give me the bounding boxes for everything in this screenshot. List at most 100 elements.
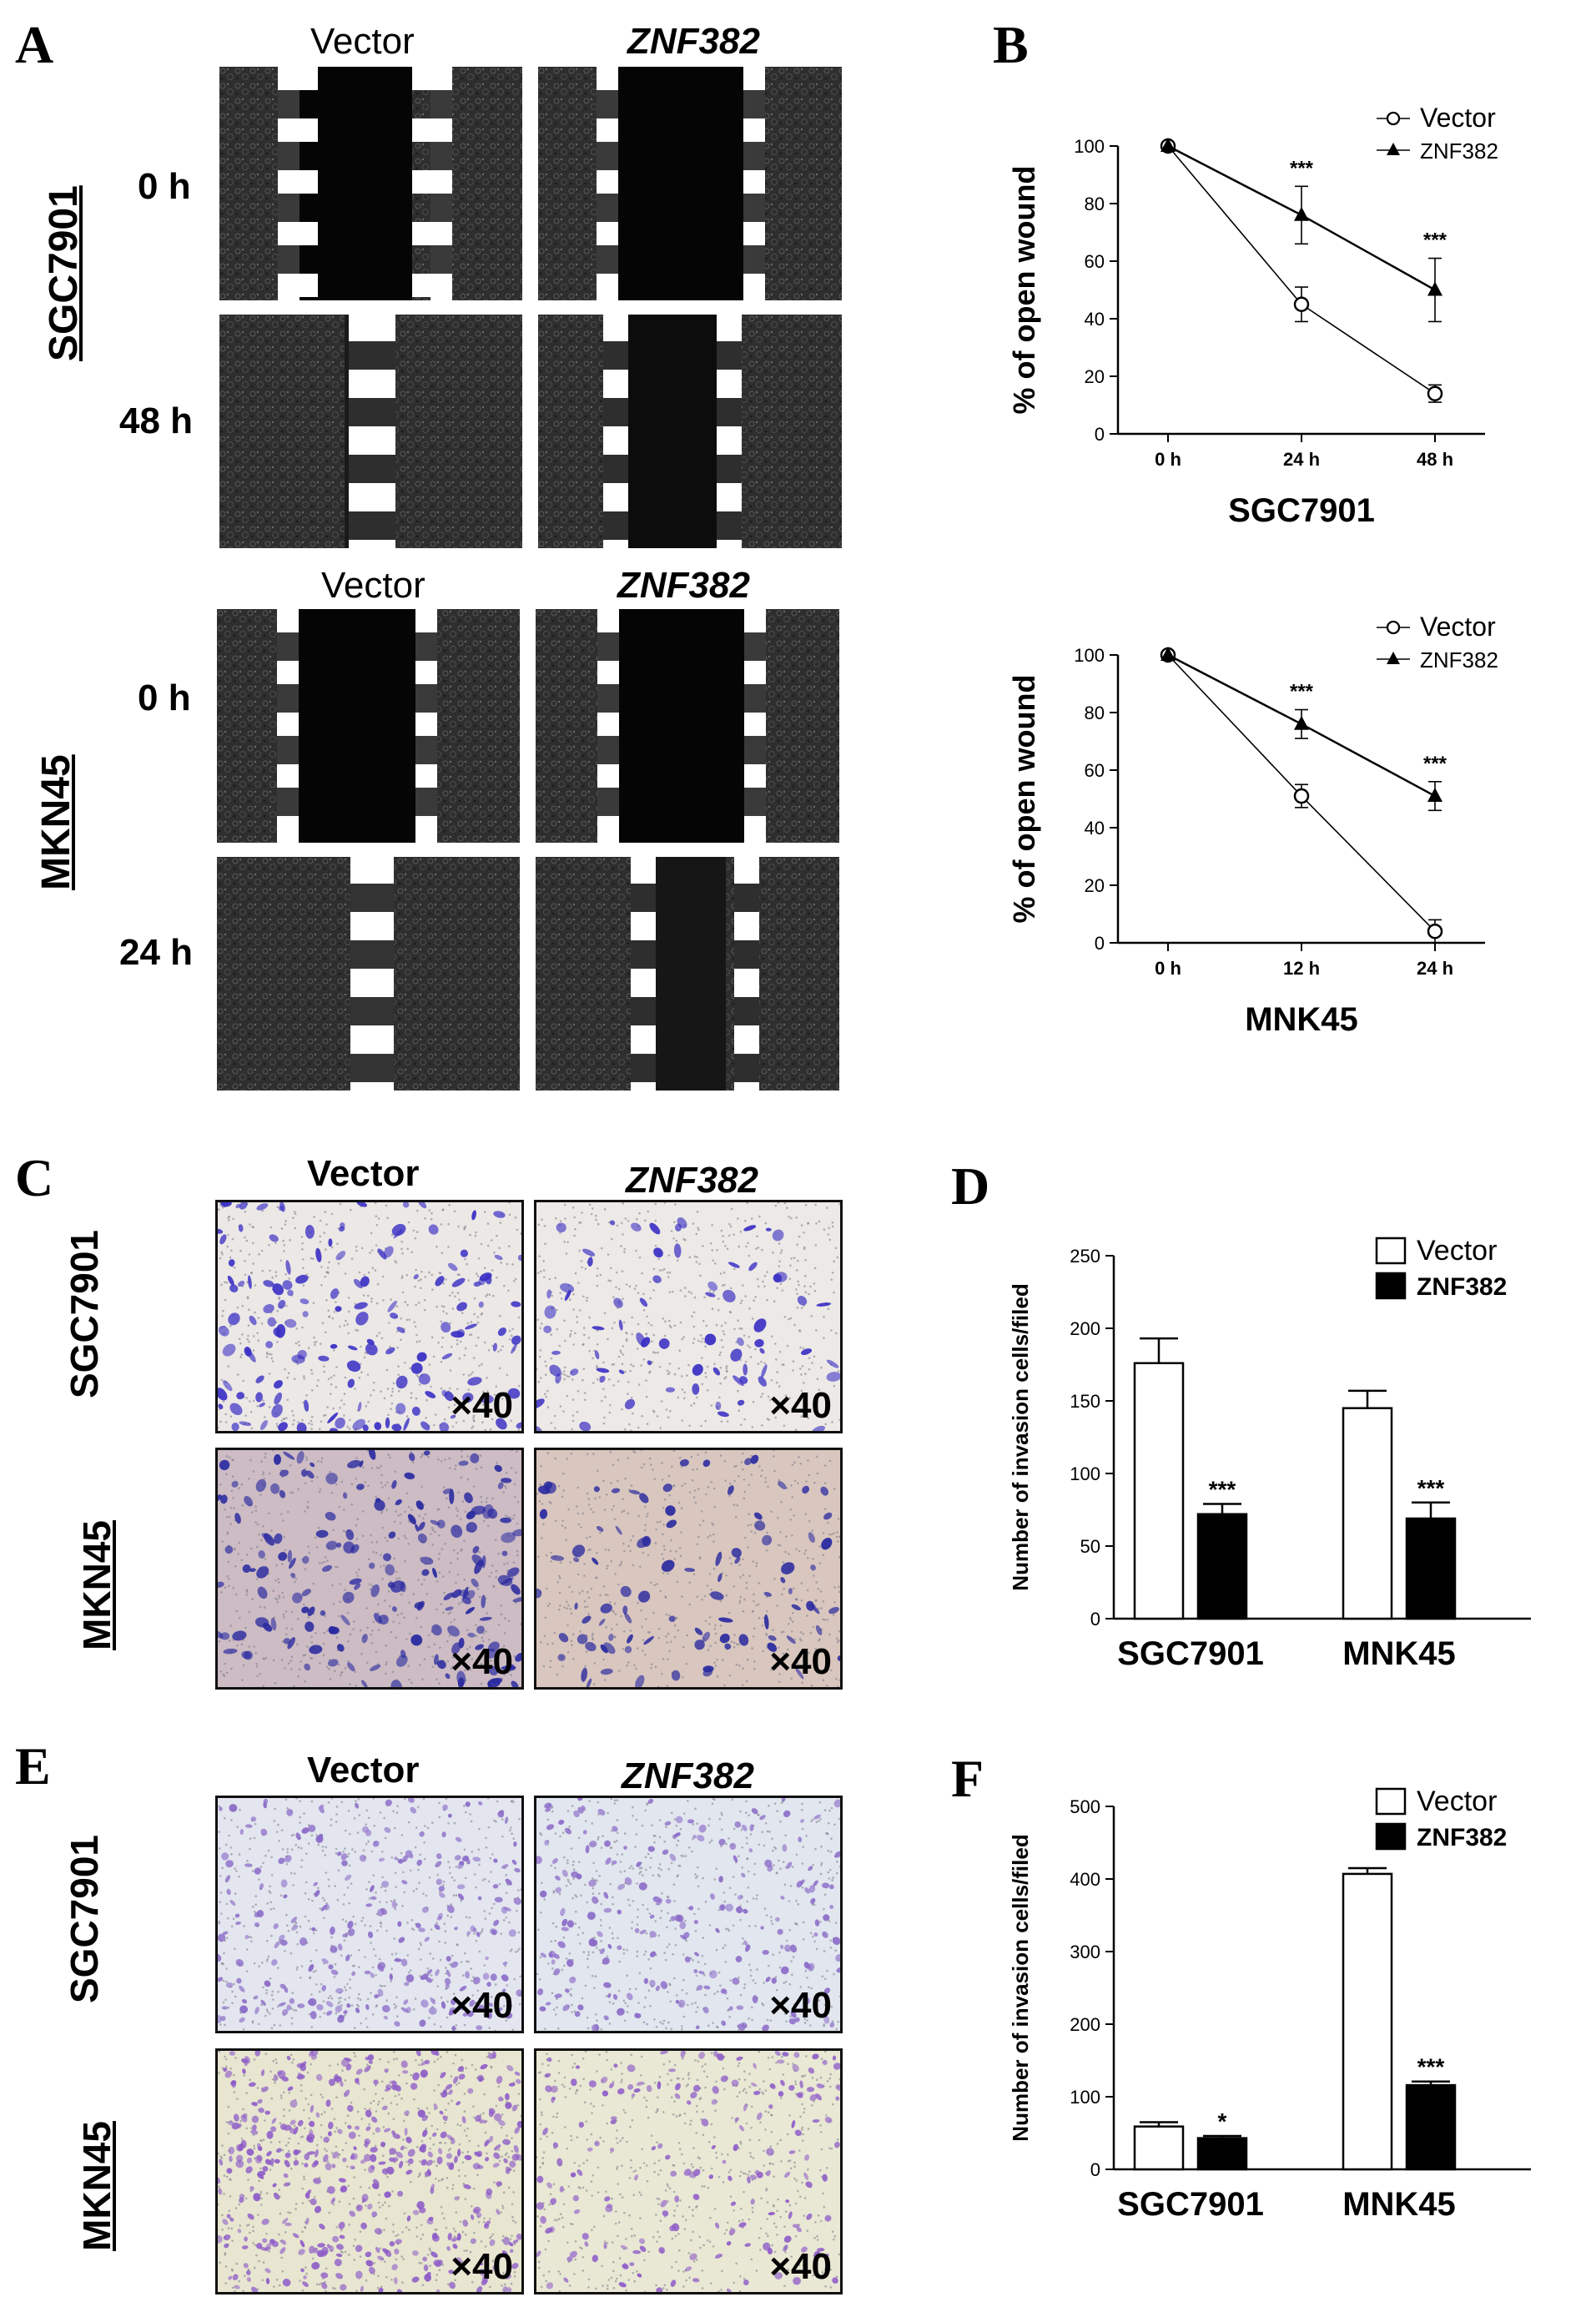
membrane-pore [777,1544,780,1546]
membrane-pore [661,1891,663,1895]
membrane-pore [628,1866,631,1870]
membrane-pore [739,1993,743,1997]
membrane-pore [224,2254,227,2256]
stained-cell [491,1677,503,1685]
membrane-pore [342,1903,345,1906]
membrane-pore [645,1932,648,1935]
membrane-pore [352,1620,355,1623]
membrane-pore [728,1494,731,1497]
membrane-pore [341,2069,344,2072]
membrane-pore [735,1643,738,1645]
membrane-pore [290,1834,294,1837]
membrane-pore [729,1979,732,1982]
membrane-pore [651,1824,653,1826]
membrane-pore [586,1453,589,1456]
membrane-pore [518,1817,521,1821]
membrane-pore [801,1827,804,1831]
membrane-pore [445,1798,448,1801]
membrane-pore [234,1565,237,1568]
membrane-pore [823,1809,827,1811]
stained-cell [228,1259,235,1267]
membrane-pore [674,1203,677,1206]
membrane-pore [289,1463,292,1467]
membrane-pore [461,1450,463,1453]
membrane-pore [725,1842,728,1846]
stained-cell [837,1655,840,1661]
membrane-pore [744,1295,747,1297]
membrane-pore [621,1363,624,1365]
membrane-pore [817,1588,820,1590]
stained-cell [761,1364,768,1378]
membrane-pore [355,1800,357,1803]
membrane-pore [677,1874,679,1876]
membrane-pore [581,1211,583,1214]
membrane-pore [410,1392,413,1394]
membrane-pore [221,1540,224,1543]
membrane-pore [833,1823,836,1826]
membrane-pore [439,1958,442,1962]
membrane-pore [508,1660,511,1664]
stained-cell [798,1836,803,1843]
membrane-pore [652,1333,655,1337]
membrane-pore [270,1357,273,1360]
membrane-pore [415,1340,418,1343]
membrane-pore [745,1581,748,1584]
stained-cell [471,1554,485,1567]
stained-cell [361,1634,368,1644]
membrane-pore [369,2108,371,2110]
membrane-pore [704,1900,707,1903]
membrane-pore [367,1558,370,1560]
membrane-pore [264,1558,267,1560]
membrane-pore [343,1403,345,1406]
membrane-pore [252,1335,255,1337]
membrane-pore [218,1920,221,1923]
membrane-pore [577,1523,581,1526]
stained-cell [428,1224,439,1235]
membrane-pore [333,1976,336,1978]
membrane-pore [733,1233,735,1236]
membrane-pore [301,1258,305,1261]
membrane-pore [754,1982,757,1985]
membrane-pore [628,1904,631,1907]
membrane-pore [838,1865,840,1868]
membrane-pore [671,1290,674,1293]
membrane-pore [620,1222,623,1225]
membrane-pore [566,1241,569,1244]
stained-cell [489,1928,498,1935]
membrane-pore [475,1940,478,1942]
stained-cell [441,1352,453,1360]
stained-cell [802,1485,810,1494]
membrane-pore [403,1616,405,1619]
membrane-pore [635,1833,638,1836]
membrane-pore [730,1287,733,1290]
magnification-label: ×40 [769,1385,832,1426]
membrane-pore [270,1353,273,1356]
membrane-pore [323,1917,325,1919]
stained-cell [419,2019,426,2027]
membrane-pore [797,1259,799,1262]
stained-cell [420,1556,434,1565]
membrane-pore [815,1407,818,1409]
membrane-pore [256,1675,259,1678]
stained-cell [485,1956,489,1961]
membrane-pore [352,1915,355,1918]
stained-cell [359,1460,364,1468]
membrane-pore [396,2015,399,2017]
membrane-pore [359,1998,362,2001]
membrane-pore [773,1455,775,1458]
membrane-pore [733,1479,736,1483]
stained-cell [402,1202,410,1208]
membrane-pore [745,1811,748,1814]
membrane-pore [801,1802,803,1806]
membrane-pore [385,1509,388,1511]
membrane-pore [570,1452,573,1455]
stained-cell [566,1920,575,1928]
membrane-pore [452,1992,456,1995]
membrane-pore [310,1834,314,1837]
membrane-pore [616,1853,619,1856]
stained-cell [790,2010,797,2018]
membrane-pore [640,1866,643,1869]
membrane-pore [654,1244,657,1247]
stained-cell [765,1977,771,1982]
membrane-pore [395,1578,398,1580]
